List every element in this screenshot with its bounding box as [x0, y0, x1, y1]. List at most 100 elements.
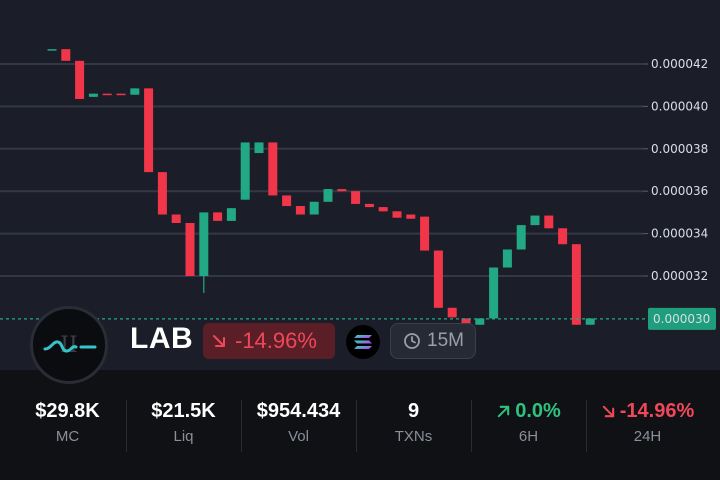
y-axis-labels: 0.000042 0.000040 0.000038 0.000036 0.000034… — [651, 57, 708, 283]
timeframe-selector[interactable]: 15M — [390, 323, 476, 359]
candle — [392, 211, 402, 218]
candle-body — [364, 203, 374, 208]
candle-body — [447, 307, 457, 318]
stat-label: Vol — [288, 428, 309, 445]
candle — [185, 223, 195, 276]
stat-24h-value: -14.96% — [619, 399, 695, 422]
candle — [364, 203, 374, 208]
candle-body — [323, 189, 333, 202]
candle — [102, 93, 112, 96]
candle — [530, 215, 540, 226]
timeframe-label: 15M — [427, 330, 464, 351]
stat-24h: -14.96% 24H — [590, 398, 705, 445]
solana-icon[interactable] — [346, 325, 380, 359]
candle-body — [199, 212, 209, 276]
candle — [420, 216, 430, 251]
candle-body — [213, 212, 223, 221]
candle-body — [268, 142, 278, 196]
candle-body — [392, 211, 402, 218]
candle-body — [102, 93, 112, 96]
stat-value: 0.0% — [471, 398, 586, 424]
candle — [516, 225, 526, 250]
candle-body — [558, 228, 568, 245]
candle — [489, 267, 499, 319]
stat-label: 24H — [633, 428, 662, 445]
candle-body — [530, 215, 540, 226]
lab-logo-icon: II — [43, 333, 97, 358]
candle — [323, 189, 333, 202]
candle-body — [171, 214, 181, 223]
price-chart[interactable]: 0.000042 0.000040 0.000038 0.000036 0.000034… — [0, 0, 720, 370]
candle-body — [144, 88, 154, 173]
candle — [406, 214, 416, 219]
candles — [47, 49, 595, 327]
candle — [199, 212, 209, 293]
stat-value: $29.8K — [35, 399, 100, 422]
price-change-value: -14.96% — [235, 328, 317, 353]
chart-grid — [0, 63, 648, 277]
stat-6h: 0.0% 6H — [471, 398, 586, 445]
stat-divider — [356, 400, 357, 452]
candle — [61, 49, 71, 61]
candle-body — [282, 195, 292, 207]
candle — [544, 215, 554, 229]
candle — [282, 195, 292, 207]
candle-body — [571, 244, 581, 325]
candle-body — [254, 142, 264, 154]
stat-vol: $954.434 Vol — [241, 398, 356, 446]
stat-value: 9 — [407, 399, 420, 422]
candle-body — [544, 215, 554, 229]
token-logo[interactable]: II — [30, 306, 108, 384]
stat-divider — [471, 400, 472, 452]
candle-body — [130, 88, 140, 95]
candle — [433, 250, 443, 308]
candle — [268, 142, 278, 196]
candle — [351, 191, 361, 204]
candle — [254, 142, 264, 154]
candle — [502, 249, 512, 268]
candle-body — [61, 49, 71, 61]
candle-body — [88, 93, 98, 97]
stat-label: Liq — [173, 428, 194, 445]
arrow-down-right-icon — [213, 335, 225, 347]
candle — [309, 201, 319, 215]
candle — [157, 172, 167, 215]
candle-body — [461, 318, 471, 327]
stat-txns: 9 TXNs — [356, 398, 471, 446]
candle — [240, 142, 250, 200]
candle-body — [475, 318, 485, 325]
candle-body — [516, 225, 526, 250]
current-price-line: 0.000030 — [0, 307, 716, 330]
price-change-badge: -14.96% — [203, 323, 335, 359]
y-tick-label: 0.000042 — [651, 57, 708, 71]
candle — [337, 189, 347, 192]
stat-6h-value: 0.0% — [515, 399, 561, 422]
candle-body — [337, 189, 347, 192]
stat-divider — [586, 400, 587, 452]
candle — [47, 49, 57, 51]
candle — [295, 206, 305, 215]
stat-mc: $29.8K MC — [10, 398, 125, 446]
stat-value: -14.96% — [590, 398, 705, 424]
candle-body — [309, 201, 319, 215]
token-stats-bar: $29.8K MC $21.5K Liq $954.434 Vol 9 TXNs… — [0, 370, 720, 480]
candle — [75, 60, 85, 99]
y-tick-label: 0.000036 — [651, 184, 708, 198]
arrow-down-right-icon — [602, 405, 614, 417]
candle — [144, 88, 154, 173]
stat-divider — [126, 400, 127, 452]
candle-body — [420, 216, 430, 251]
candle — [571, 244, 581, 325]
candle-body — [406, 214, 416, 219]
candle-body — [351, 191, 361, 204]
stat-label: TXNs — [394, 428, 433, 445]
y-tick-label: 0.000034 — [651, 227, 708, 241]
candle-body — [240, 142, 250, 200]
y-tick-label: 0.000040 — [651, 99, 708, 113]
candle-body — [295, 206, 305, 215]
current-price-label: 0.000030 — [653, 312, 710, 326]
candle — [558, 228, 568, 245]
candle — [213, 212, 223, 221]
candle — [378, 207, 388, 212]
candle-body — [585, 318, 595, 325]
